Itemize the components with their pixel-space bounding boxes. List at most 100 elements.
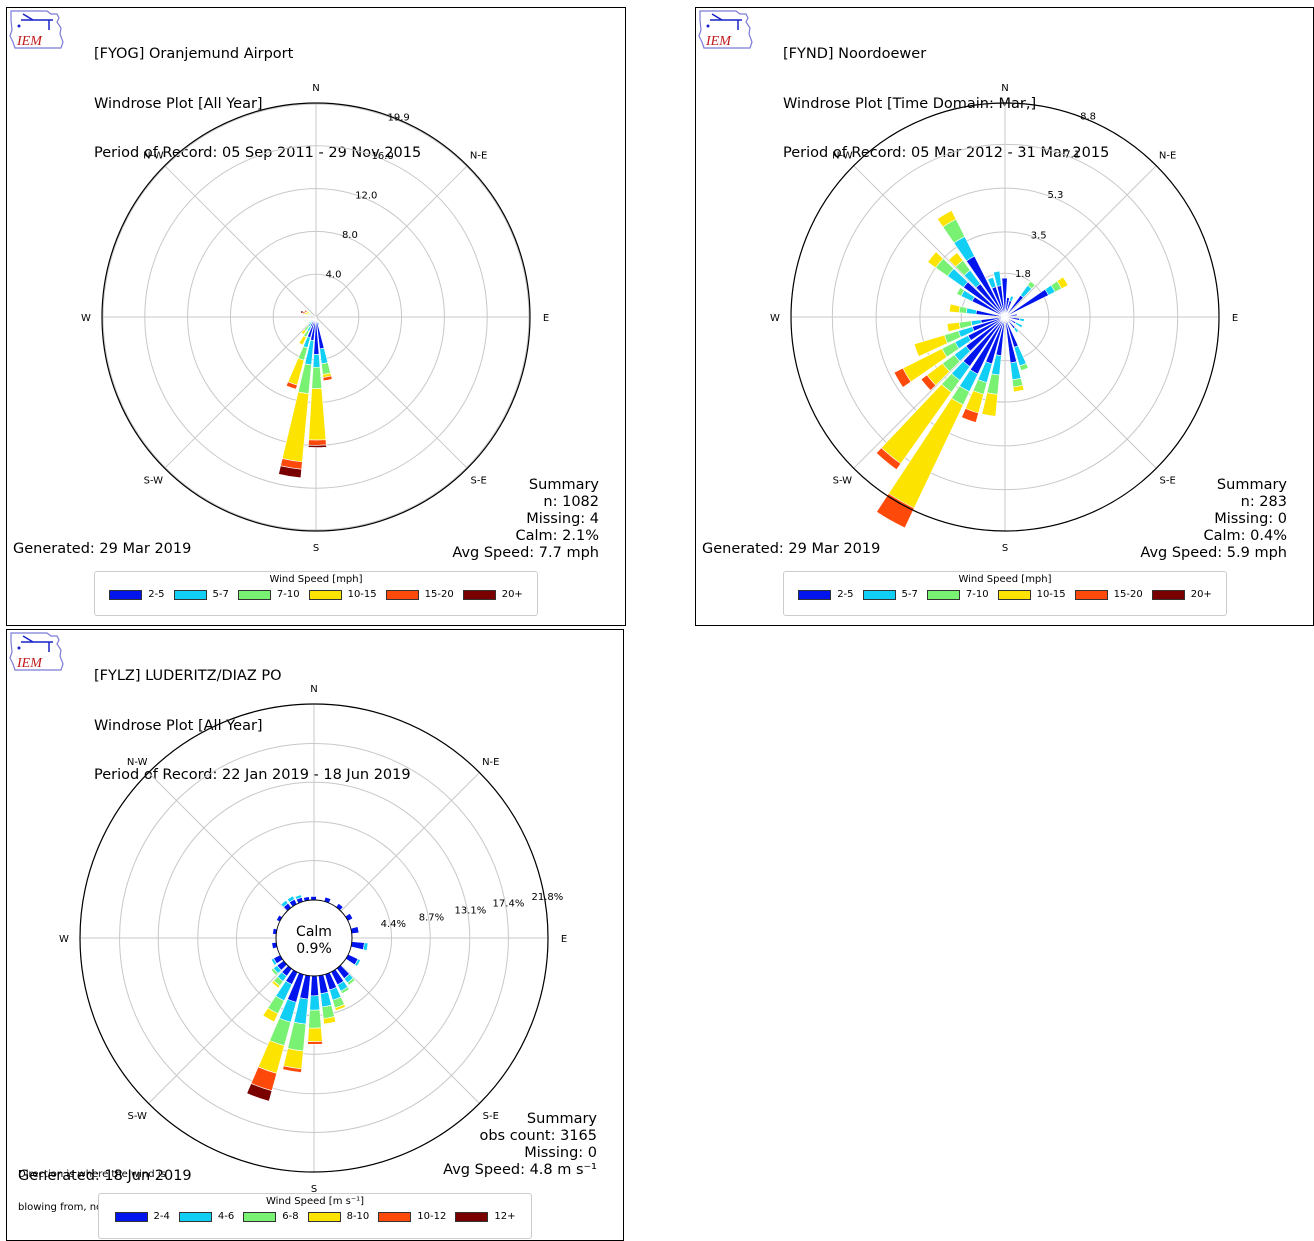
rose-bar-segment [927, 251, 944, 269]
legend-label: 2-4 [153, 1211, 170, 1222]
iem-logo-icon: IEM [9, 632, 64, 671]
rose-bar-segment [308, 439, 327, 446]
rose-bar-segment [307, 321, 312, 325]
grid-spoke [1004, 316, 1157, 469]
summary-missing: Missing: 0 [1214, 511, 1287, 527]
radial-tick-label: 4.0 [326, 270, 342, 281]
radial-tick-label: 3.5 [1031, 231, 1047, 242]
legend-swatch [1151, 589, 1185, 600]
rose-bar-segment [308, 1009, 322, 1029]
rose-bar-segment [283, 1048, 304, 1070]
rose-bar-segment [281, 391, 310, 463]
rose-bar-segment [309, 995, 321, 1011]
title-line-period: Period of Record: 22 Jan 2019 - 18 Jun 2… [94, 767, 411, 783]
rose-bar-segment [1014, 321, 1023, 329]
rose-bar-segment [311, 366, 323, 389]
legend-item: 5-7 [173, 589, 229, 600]
windrose-panel-fylz: IEM [FYLZ] LUDERITZ/DIAZ PO Windrose Plo… [6, 629, 624, 1241]
rose-bar-segment [285, 381, 298, 390]
legend-label: 2-5 [837, 589, 854, 600]
direction-label: N-E [482, 757, 499, 768]
summary-avg-speed: Avg Speed: 7.7 mph [452, 545, 599, 561]
radial-tick-label: 17.4% [493, 899, 525, 910]
grid-spoke [164, 316, 317, 469]
rose-bar-segment [312, 354, 321, 368]
rose-bar-segment [321, 1004, 335, 1019]
legend-label: 7-10 [965, 589, 989, 600]
legend-item: 2-4 [114, 1211, 170, 1222]
rose-bar-segment [308, 388, 327, 441]
legend-item: 2-5 [109, 589, 165, 600]
legend-items: 2-5 5-7 7-10 10-15 15-20 20+ [784, 589, 1226, 600]
legend-item: 15-20 [385, 589, 454, 600]
summary-missing: Missing: 0 [524, 1145, 597, 1161]
rose-bar-segment [350, 941, 365, 951]
legend-item: 8-10 [307, 1211, 370, 1222]
rose-bar-segment [961, 408, 979, 423]
radial-tick-label: 21.8% [532, 892, 564, 903]
direction-label: N [1001, 83, 1008, 94]
summary-count: n: 283 [1240, 494, 1287, 510]
legend-label: 10-15 [347, 589, 377, 600]
summary-count: n: 1082 [543, 494, 599, 510]
legend-item: 6-8 [243, 1211, 299, 1222]
legend-item: 12+ [455, 1211, 515, 1222]
direction-label: N-E [1159, 150, 1176, 161]
rose-bar-segment [1018, 318, 1025, 322]
rose-bar-segment [1004, 313, 1018, 318]
direction-label: N-E [470, 150, 487, 161]
direction-label: E [561, 934, 567, 945]
direction-label: S [311, 1184, 317, 1195]
calm-value: 0.9% [296, 941, 332, 957]
radial-tick-label: 7.1 [1064, 150, 1080, 161]
radial-tick-label: 8.8 [1080, 112, 1096, 123]
wind-speed-legend: Wind Speed [mph] 2-5 5-7 7-10 10-15 15-20 20+ [94, 571, 538, 616]
legend-swatch [798, 589, 832, 600]
outer-circle [790, 102, 1220, 532]
legend-swatch [926, 589, 960, 600]
grid-spoke [340, 772, 480, 912]
radial-tick-label: 8.7% [419, 912, 444, 923]
note-line-1: Direction is where the wind is [18, 1169, 166, 1180]
radial-tick-label: 16.0 [372, 151, 394, 162]
legend-swatch [455, 1211, 489, 1222]
rose-bar-segment [948, 303, 961, 313]
summary-heading: Summary [528, 477, 599, 493]
outer-circle [79, 703, 549, 1173]
legend-label: 20+ [1190, 589, 1212, 600]
title-line-station: [FYOG] Oranjemund Airport [94, 46, 294, 62]
rose-bar-segment [1012, 384, 1025, 393]
grid-spoke [315, 316, 468, 469]
legend-swatch [307, 1211, 341, 1222]
summary-missing: Missing: 4 [526, 511, 599, 527]
iem-logo-icon: IEM [9, 10, 64, 49]
rose-bar-segment [287, 1021, 307, 1052]
rose-bar-segment [307, 1040, 323, 1045]
legend-swatch [385, 589, 419, 600]
wind-speed-legend: Wind Speed [mph] 2-5 5-7 7-10 10-15 15-20 20+ [783, 571, 1227, 616]
legend-item: 10-15 [997, 589, 1066, 600]
windrose-chart: 1.8 3.5 5.3 7.1 8.8 N N-E E S-E S S-W W N-W [770, 83, 1238, 554]
rose-bar-segment [354, 958, 361, 967]
rose-bar-segment [946, 321, 961, 333]
iem-logo-icon: IEM [698, 10, 753, 49]
legend-item: 7-10 [237, 589, 300, 600]
legend-label: 8-10 [346, 1211, 370, 1222]
legend-label: 10-15 [1036, 589, 1066, 600]
rose-bar-segment [322, 375, 333, 382]
legend-label: 15-20 [1113, 589, 1143, 600]
direction-label: S [1002, 543, 1008, 554]
rose-bar-segment [307, 444, 327, 448]
rose-bar-segment [282, 1065, 302, 1073]
rose-bar-segment [246, 1083, 273, 1102]
calm-circle [275, 899, 353, 977]
rose-bar-segment [965, 307, 977, 315]
direction-label: N-W [143, 150, 164, 161]
radial-tick-label: 13.1% [454, 905, 486, 916]
svg-text:IEM: IEM [16, 34, 43, 49]
title-line-station: [FYLZ] LUDERITZ/DIAZ PO [94, 668, 282, 684]
legend-swatch [378, 1211, 412, 1222]
summary-box: Summary n: 283 Missing: 0 Calm: 0.4% Avg… [1140, 477, 1287, 562]
rose-bar-segment [913, 334, 948, 357]
